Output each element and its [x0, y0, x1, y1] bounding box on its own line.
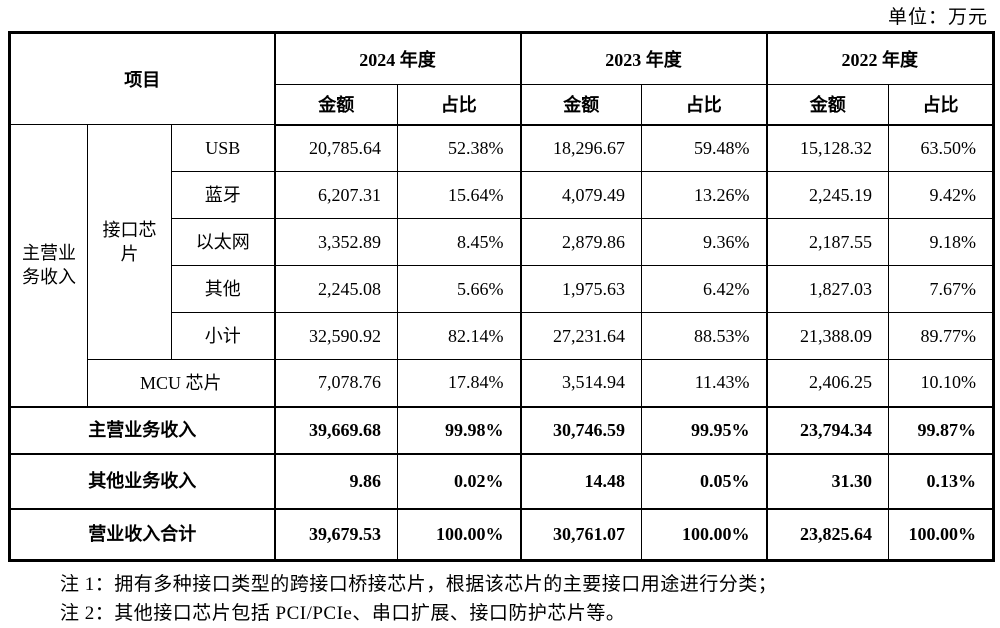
ratio-cell: 8.45%	[397, 218, 522, 266]
amount-cell: 2,879.86	[519, 218, 643, 266]
amount-cell: 14.48	[519, 452, 643, 509]
column-header-item: 项目	[8, 32, 276, 125]
subgroup-label-interface-chip: 接口芯片	[87, 124, 172, 360]
ratio-cell: 7.67%	[888, 265, 995, 313]
amount-cell: 15,128.32	[765, 124, 890, 172]
amount-cell: 21,388.09	[765, 312, 890, 360]
ratio-cell: 0.13%	[888, 452, 995, 509]
amount-cell: 23,794.34	[765, 405, 890, 454]
column-header-amount-2024: 金额	[273, 84, 399, 126]
table-row-subtotal: 小计 32,590.92 82.14% 27,231.64 88.53% 21,…	[10, 312, 995, 360]
ratio-cell: 15.64%	[397, 171, 522, 219]
ratio-cell: 0.05%	[641, 452, 768, 509]
amount-cell: 2,245.19	[765, 171, 890, 219]
amount-cell: 30,746.59	[519, 405, 643, 454]
row-label: 蓝牙	[170, 171, 276, 219]
table-row-main-business-total: 主营业务收入 39,669.68 99.98% 30,746.59 99.95%…	[8, 405, 995, 454]
amount-cell: 9.86	[273, 452, 399, 509]
ratio-cell: 9.18%	[888, 218, 995, 266]
table-row-other-interface: 其他 2,245.08 5.66% 1,975.63 6.42% 1,827.0…	[10, 265, 995, 313]
header-row-subcolumns: 金额 占比 金额 占比 金额 占比	[10, 84, 995, 126]
ratio-cell: 11.43%	[641, 359, 768, 407]
footnote-2: 注 2：其他接口芯片包括 PCI/PCIe、串口扩展、接口防护芯片等。	[60, 603, 626, 624]
ratio-cell: 82.14%	[397, 312, 522, 360]
ratio-cell: 99.95%	[641, 405, 768, 454]
amount-cell: 4,079.49	[519, 171, 643, 219]
column-header-ratio-2022: 占比	[888, 84, 995, 126]
ratio-cell: 9.36%	[641, 218, 768, 266]
amount-cell: 6,207.31	[273, 171, 399, 219]
amount-cell: 23,825.64	[765, 507, 890, 561]
amount-cell: 32,590.92	[273, 312, 399, 360]
amount-cell: 39,669.68	[273, 405, 399, 454]
amount-cell: 2,406.25	[765, 359, 890, 407]
table-row-usb: 主营业务收入 接口芯片 USB 20,785.64 52.38% 18,296.…	[9, 124, 995, 407]
ratio-cell: 9.42%	[888, 171, 995, 219]
amount-cell: 18,296.67	[519, 124, 643, 172]
table-row-revenue-grand-total: 营业收入合计 39,679.53 100.00% 30,761.07 100.0…	[8, 507, 995, 561]
ratio-cell: 99.87%	[888, 405, 995, 454]
amount-cell: 2,187.55	[765, 218, 890, 266]
column-header-ratio-2023: 占比	[641, 84, 768, 126]
ratio-cell: 17.84%	[397, 359, 522, 407]
row-label: 其他	[170, 265, 276, 313]
column-header-year-2023: 2023 年度	[519, 32, 768, 85]
table-row-mcu: MCU 芯片 7,078.76 17.84% 3,514.94 11.43% 2…	[10, 359, 995, 407]
ratio-cell: 99.98%	[397, 405, 522, 454]
row-label: 主营业务收入	[8, 405, 276, 454]
amount-cell: 1,975.63	[519, 265, 643, 313]
row-label: 营业收入合计	[8, 507, 276, 561]
amount-cell: 7,078.76	[273, 359, 399, 407]
row-label: 其他业务收入	[8, 452, 276, 509]
ratio-cell: 100.00%	[397, 507, 522, 561]
ratio-cell: 6.42%	[641, 265, 768, 313]
amount-cell: 2,245.08	[273, 265, 399, 313]
table-row-bluetooth: 蓝牙 6,207.31 15.64% 4,079.49 13.26% 2,245…	[10, 171, 995, 219]
footnote-1: 注 1：拥有多种接口类型的跨接口桥接芯片，根据该芯片的主要接口用途进行分类；	[60, 574, 778, 595]
row-label: USB	[170, 124, 276, 172]
amount-cell: 20,785.64	[273, 124, 399, 172]
amount-cell: 3,352.89	[273, 218, 399, 266]
revenue-table: 项目 2024 年度 2023 年度 2022 年度 金额 占比 金额 占比 金…	[8, 31, 996, 562]
table-row-other-business-total: 其他业务收入 9.86 0.02% 14.48 0.05% 31.30 0.13…	[8, 452, 995, 509]
column-header-amount-2023: 金额	[519, 84, 643, 126]
column-header-ratio-2024: 占比	[397, 84, 522, 126]
amount-cell: 31.30	[765, 452, 890, 509]
amount-cell: 1,827.03	[765, 265, 890, 313]
amount-cell: 30,761.07	[519, 507, 643, 561]
group-label-main-business: 主营业务收入	[9, 124, 88, 407]
column-header-year-2022: 2022 年度	[765, 32, 995, 85]
row-label: 以太网	[170, 218, 276, 266]
ratio-cell: 59.48%	[641, 124, 768, 172]
ratio-cell: 100.00%	[641, 507, 768, 561]
ratio-cell: 88.53%	[641, 312, 768, 360]
amount-cell: 27,231.64	[519, 312, 643, 360]
ratio-cell: 10.10%	[888, 359, 995, 407]
amount-cell: 3,514.94	[519, 359, 643, 407]
column-header-amount-2022: 金额	[765, 84, 890, 126]
row-label: 小计	[170, 312, 276, 360]
unit-label: 单位：万元	[887, 7, 988, 28]
row-label: MCU 芯片	[86, 359, 276, 407]
ratio-cell: 63.50%	[888, 124, 995, 172]
ratio-cell: 0.02%	[397, 452, 522, 509]
header-row-years: 项目 2024 年度 2023 年度 2022 年度	[8, 32, 995, 125]
footnotes: 注 1：拥有多种接口类型的跨接口桥接芯片，根据该芯片的主要接口用途进行分类； 注…	[60, 570, 777, 628]
ratio-cell: 5.66%	[397, 265, 522, 313]
amount-cell: 39,679.53	[273, 507, 399, 561]
ratio-cell: 52.38%	[397, 124, 522, 172]
ratio-cell: 100.00%	[888, 507, 995, 561]
ratio-cell: 89.77%	[888, 312, 995, 360]
ratio-cell: 13.26%	[641, 171, 768, 219]
column-header-year-2024: 2024 年度	[273, 32, 522, 85]
table-row-ethernet: 以太网 3,352.89 8.45% 2,879.86 9.36% 2,187.…	[10, 218, 995, 266]
